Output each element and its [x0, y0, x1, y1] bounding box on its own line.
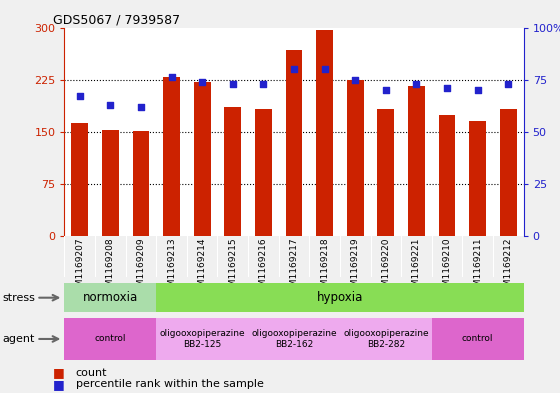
Text: GSM1169208: GSM1169208: [106, 238, 115, 299]
Bar: [64, 318, 156, 360]
Point: [106, 101, 115, 108]
Text: oligooxopiperazine
BB2-282: oligooxopiperazine BB2-282: [343, 329, 428, 349]
Point: [75, 93, 84, 99]
Text: GSM1169218: GSM1169218: [320, 238, 329, 299]
Bar: [194, 83, 211, 236]
Bar: [316, 30, 333, 236]
Point: [320, 66, 329, 72]
Text: count: count: [76, 367, 107, 378]
Bar: [377, 109, 394, 236]
Bar: [347, 79, 363, 236]
Bar: [71, 123, 88, 236]
Bar: [156, 318, 248, 360]
Text: normoxia: normoxia: [83, 291, 138, 304]
Text: GSM1169219: GSM1169219: [351, 238, 360, 299]
Point: [137, 103, 146, 110]
Text: agent: agent: [3, 334, 35, 344]
Text: GSM1169212: GSM1169212: [504, 238, 513, 298]
Bar: [133, 131, 150, 236]
Bar: [432, 318, 524, 360]
Point: [473, 87, 482, 93]
Bar: [500, 109, 517, 236]
Text: ■: ■: [53, 366, 65, 379]
Text: oligooxopiperazine
BB2-162: oligooxopiperazine BB2-162: [251, 329, 337, 349]
Bar: [225, 107, 241, 236]
Text: GSM1169217: GSM1169217: [290, 238, 298, 299]
Bar: [163, 77, 180, 236]
Text: GSM1169207: GSM1169207: [75, 238, 84, 299]
Text: ■: ■: [53, 378, 65, 391]
Text: stress: stress: [3, 293, 36, 303]
Text: GSM1169215: GSM1169215: [228, 238, 237, 299]
Text: GDS5067 / 7939587: GDS5067 / 7939587: [53, 14, 180, 27]
Text: GSM1169213: GSM1169213: [167, 238, 176, 299]
Text: hypoxia: hypoxia: [317, 291, 363, 304]
Point: [198, 79, 207, 85]
Bar: [64, 283, 156, 312]
Point: [167, 74, 176, 81]
Point: [412, 81, 421, 87]
Bar: [408, 86, 425, 236]
Text: oligooxopiperazine
BB2-125: oligooxopiperazine BB2-125: [160, 329, 245, 349]
Bar: [438, 115, 455, 236]
Bar: [286, 50, 302, 236]
Point: [504, 81, 513, 87]
Text: GSM1169209: GSM1169209: [137, 238, 146, 299]
Bar: [248, 318, 340, 360]
Bar: [255, 109, 272, 236]
Point: [290, 66, 298, 72]
Point: [259, 81, 268, 87]
Text: control: control: [95, 334, 126, 343]
Point: [381, 87, 390, 93]
Text: percentile rank within the sample: percentile rank within the sample: [76, 379, 263, 389]
Text: GSM1169220: GSM1169220: [381, 238, 390, 298]
Text: GSM1169216: GSM1169216: [259, 238, 268, 299]
Bar: [102, 130, 119, 236]
Text: control: control: [462, 334, 493, 343]
Point: [228, 81, 237, 87]
Bar: [469, 121, 486, 236]
Text: GSM1169221: GSM1169221: [412, 238, 421, 298]
Bar: [156, 283, 524, 312]
Bar: [340, 318, 432, 360]
Point: [442, 85, 451, 91]
Text: GSM1169211: GSM1169211: [473, 238, 482, 299]
Text: GSM1169214: GSM1169214: [198, 238, 207, 298]
Text: GSM1169210: GSM1169210: [442, 238, 451, 299]
Point: [351, 76, 360, 83]
